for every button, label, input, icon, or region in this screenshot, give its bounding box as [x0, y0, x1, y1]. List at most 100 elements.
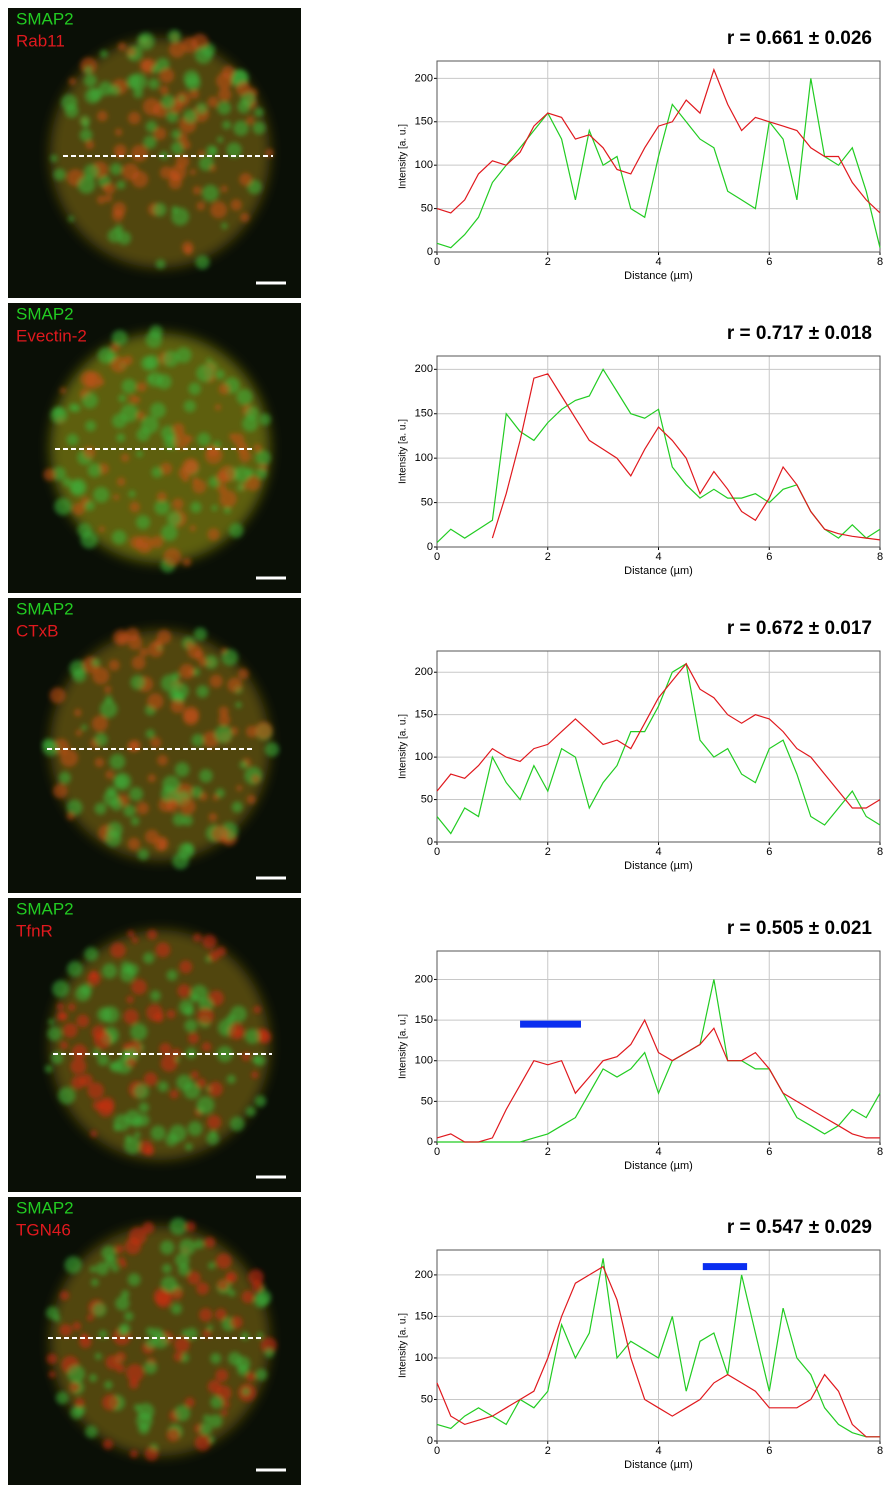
image-speck — [207, 528, 220, 541]
image-speck — [182, 706, 200, 723]
image-speck — [169, 1217, 187, 1236]
image-speck — [160, 785, 178, 803]
series-line — [436, 1258, 880, 1438]
micrograph — [8, 8, 305, 298]
image-speck — [194, 650, 205, 661]
y-tick-label: 0 — [427, 836, 433, 848]
image-speck — [199, 1422, 212, 1436]
image-speck — [191, 733, 205, 747]
series-line — [437, 979, 881, 1143]
legend-entry: Rab11 — [16, 31, 65, 50]
image-speck — [264, 1347, 275, 1358]
image-speck — [245, 476, 261, 491]
image-clip-right — [301, 598, 305, 893]
image-speck — [183, 400, 196, 413]
image-speck — [251, 774, 260, 784]
image-speck — [206, 1114, 222, 1130]
x-axis-label: Distance (µm) — [624, 860, 693, 872]
image-speck — [49, 687, 66, 704]
image-speck — [221, 222, 228, 230]
image-speck — [207, 1324, 214, 1331]
image-speck — [242, 1387, 250, 1396]
image-speck — [74, 708, 82, 717]
image-speck — [59, 1323, 73, 1337]
image-speck — [214, 725, 233, 744]
image-speck — [171, 205, 179, 214]
image-speck — [83, 74, 97, 88]
image-speck — [131, 1116, 143, 1128]
image-speck — [218, 465, 236, 483]
image-speck — [87, 972, 101, 986]
image-speck — [55, 1391, 69, 1405]
image-speck — [112, 413, 127, 429]
image-speck — [174, 1336, 190, 1353]
legend-entry: TfnR — [16, 921, 53, 940]
image-speck — [239, 172, 253, 186]
image-speck — [172, 852, 189, 870]
image-speck — [102, 184, 109, 191]
y-tick-label: 100 — [415, 159, 433, 171]
image-speck — [138, 1423, 150, 1435]
image-speck — [130, 816, 140, 826]
x-tick-label: 8 — [877, 1445, 883, 1457]
image-speck — [131, 171, 149, 188]
y-tick-label: 0 — [427, 1136, 433, 1148]
image-speck — [204, 655, 218, 669]
image-speck — [111, 1264, 119, 1273]
image-speck — [79, 983, 92, 996]
x-tick-label: 6 — [766, 846, 772, 858]
y-tick-label: 50 — [421, 1095, 433, 1107]
image-speck — [245, 1106, 256, 1117]
image-speck — [139, 59, 153, 72]
image-speck — [150, 737, 162, 749]
image-detail — [42, 627, 280, 870]
image-speck — [124, 1137, 142, 1155]
image-speck — [133, 1403, 141, 1411]
image-speck — [247, 179, 262, 195]
image-speck — [107, 228, 122, 243]
image-speck — [229, 1116, 245, 1132]
image-speck — [96, 195, 106, 205]
image-speck — [145, 729, 155, 739]
image-speck — [131, 979, 147, 995]
y-tick-label: 200 — [415, 1269, 433, 1281]
image-speck — [115, 1351, 126, 1363]
image-speck — [172, 422, 185, 436]
image-speck — [71, 1044, 88, 1060]
image-speck — [92, 1048, 101, 1057]
image-speck — [142, 1221, 155, 1234]
image-speck — [228, 1289, 236, 1297]
image-speck — [113, 772, 132, 791]
image-speck — [75, 1398, 85, 1408]
image-speck — [129, 73, 148, 91]
image-speck — [168, 41, 186, 58]
image-speck — [233, 120, 249, 136]
image-speck — [198, 150, 205, 157]
image-speck — [214, 404, 222, 411]
image-speck — [125, 1363, 144, 1382]
x-tick-label: 2 — [545, 256, 551, 268]
image-speck — [143, 1072, 158, 1086]
image-detail — [43, 325, 271, 573]
image-speck — [159, 68, 175, 83]
legend-entry: SMAP2 — [16, 599, 74, 618]
image-speck — [255, 467, 268, 479]
image-speck — [181, 1329, 189, 1337]
image-speck — [90, 1130, 98, 1138]
chart-title: r = 0.505 ± 0.021 — [727, 918, 873, 939]
image-speck — [101, 963, 118, 979]
y-tick-label: 100 — [415, 452, 433, 464]
image-speck — [58, 771, 71, 784]
y-tick-label: 150 — [415, 1310, 433, 1322]
image-speck — [174, 762, 190, 777]
series-line — [491, 373, 881, 541]
y-tick-label: 50 — [421, 496, 433, 508]
image-speck — [129, 501, 140, 513]
image-speck — [199, 769, 213, 783]
image-speck — [245, 1028, 261, 1044]
image-speck — [181, 458, 200, 476]
image-speck — [226, 1274, 233, 1282]
image-speck — [171, 129, 182, 140]
image-speck — [104, 685, 112, 694]
